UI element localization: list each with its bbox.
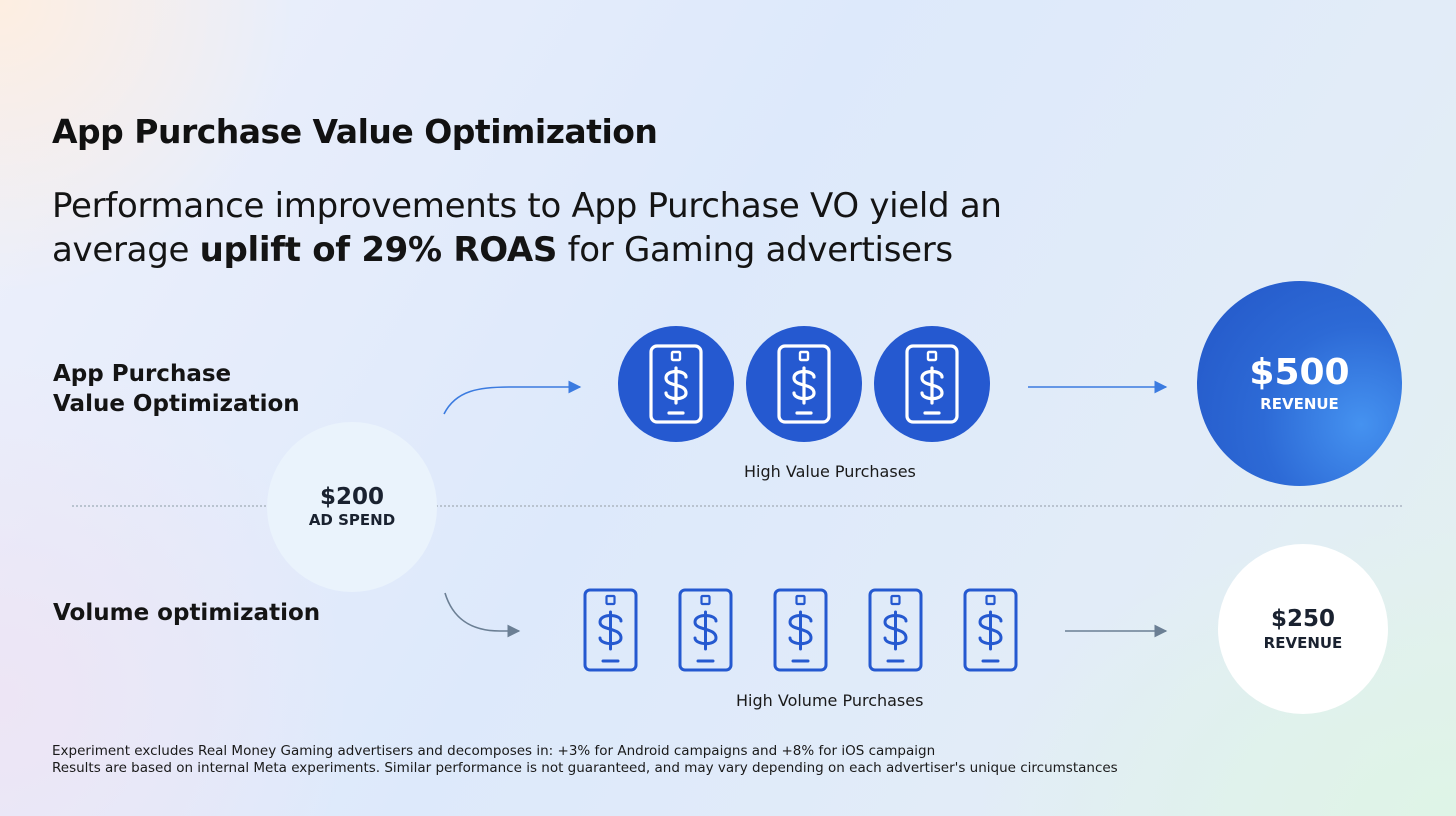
footnote-1: Experiment excludes Real Money Gaming ad… [52, 743, 936, 759]
phone-dollar-icon [874, 326, 990, 442]
phone-dollar-icon [678, 588, 733, 672]
ad-spend-label: AD SPEND [308, 511, 396, 529]
phone-dollar-icon [583, 588, 638, 672]
volume-revenue-circle: $250 REVENUE [1218, 544, 1388, 714]
volume-optimization-label: Volume optimization [53, 600, 321, 626]
phone-dollar-icon [773, 588, 828, 672]
subtitle-highlight: uplift of 29% ROAS [199, 230, 558, 270]
value-optimization-label-line1: App Purchase [53, 361, 232, 387]
value-revenue-amount: $500 [1249, 351, 1350, 393]
subtitle-line2-prefix: average [52, 230, 200, 270]
value-revenue-circle: $500 REVENUE [1197, 281, 1402, 486]
subtitle-line2-suffix: for Gaming advertisers [557, 230, 954, 270]
page-title: App Purchase Value Optimization [52, 112, 658, 151]
page-subtitle: Performance improvements to App Purchase… [52, 184, 1102, 272]
high-volume-caption: High Volume Purchases [736, 691, 924, 710]
phone-dollar-icon [963, 588, 1018, 672]
high-value-caption: High Value Purchases [744, 462, 916, 481]
phone-dollar-icon [868, 588, 923, 672]
arrow-right-icon [443, 380, 582, 415]
subtitle-line1: Performance improvements to App Purchase… [52, 186, 1002, 226]
ad-spend-amount: $200 [319, 484, 384, 510]
value-optimization-label-line2: Value Optimization [53, 391, 300, 417]
footnote-2: Results are based on internal Meta exper… [52, 760, 1118, 776]
value-optimization-label: App Purchase Value Optimization [53, 359, 300, 419]
value-revenue-label: REVENUE [1260, 394, 1339, 413]
row-divider [72, 505, 1402, 507]
arrow-right-icon [444, 592, 521, 638]
phone-dollar-icon [618, 326, 734, 442]
volume-revenue-label: REVENUE [1263, 633, 1343, 652]
phone-dollar-icon [746, 326, 862, 442]
ad-spend-circle: $200 AD SPEND [267, 422, 437, 592]
volume-revenue-amount: $250 [1270, 605, 1335, 632]
